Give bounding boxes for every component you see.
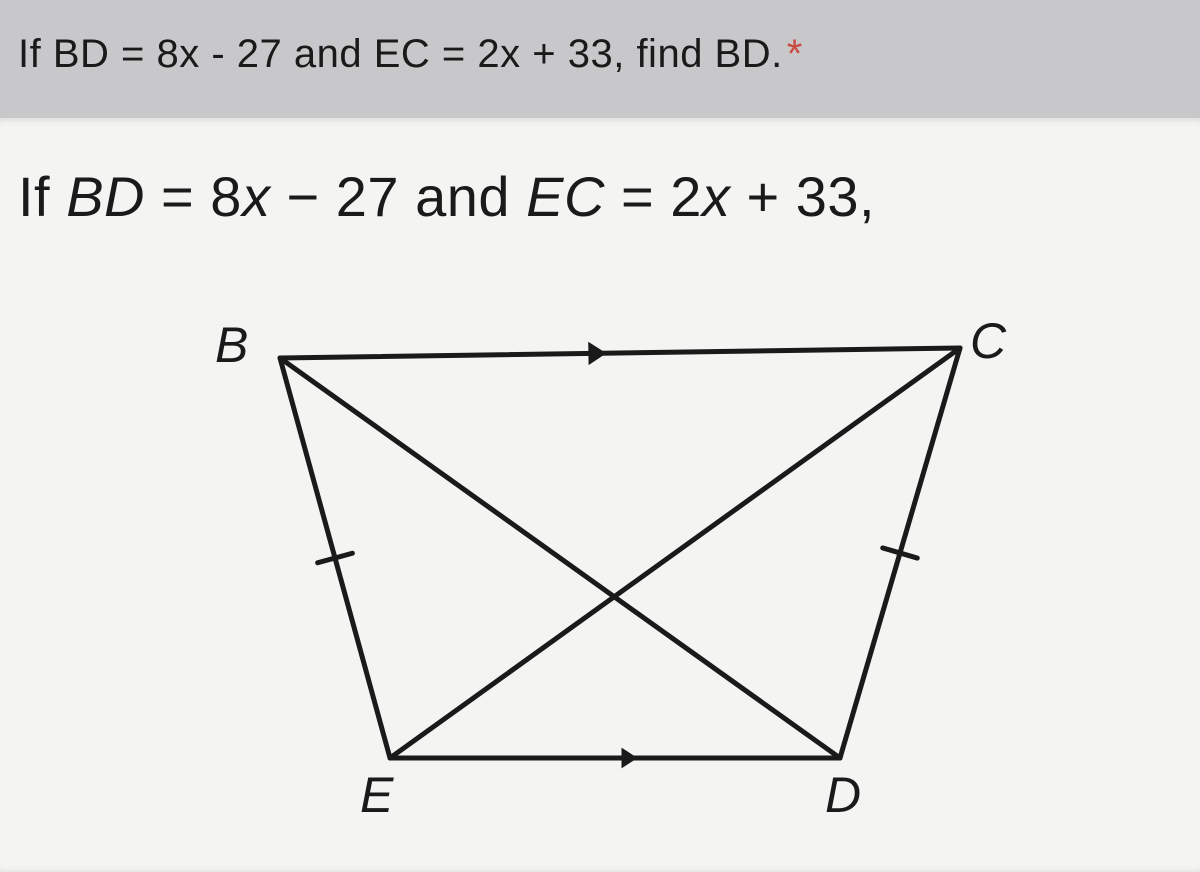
- eq-x1: x: [242, 165, 271, 228]
- required-asterisk: *: [787, 32, 803, 76]
- eq-ec: EC: [526, 165, 605, 228]
- vertex-label-d: D: [825, 766, 861, 824]
- eq-x2: x: [702, 165, 731, 228]
- eq-bd: BD: [66, 165, 145, 228]
- equation-line: If BD = 8x − 27 and EC = 2x + 33,: [18, 164, 875, 229]
- eq-eq1: = 8: [145, 165, 242, 228]
- trapezoid-figure: B C E D: [200, 328, 1000, 848]
- eq-mid: − 27: [270, 165, 415, 228]
- question-body: If BD = 8x - 27 and EC = 2x + 33, find B…: [18, 32, 783, 76]
- eq-eq2: = 2: [605, 165, 702, 228]
- question-text: If BD = 8x - 27 and EC = 2x + 33, find B…: [18, 32, 803, 77]
- eq-if: If: [18, 165, 66, 228]
- eq-tail: + 33,: [730, 165, 875, 228]
- vertex-label-c: C: [970, 312, 1006, 370]
- eq-and: and: [415, 165, 526, 228]
- trapezoid-svg: [200, 328, 1000, 848]
- vertex-label-b: B: [215, 316, 248, 374]
- vertex-label-e: E: [360, 766, 393, 824]
- worksheet-paper: If BD = 8x − 27 and EC = 2x + 33, B C E …: [0, 118, 1200, 872]
